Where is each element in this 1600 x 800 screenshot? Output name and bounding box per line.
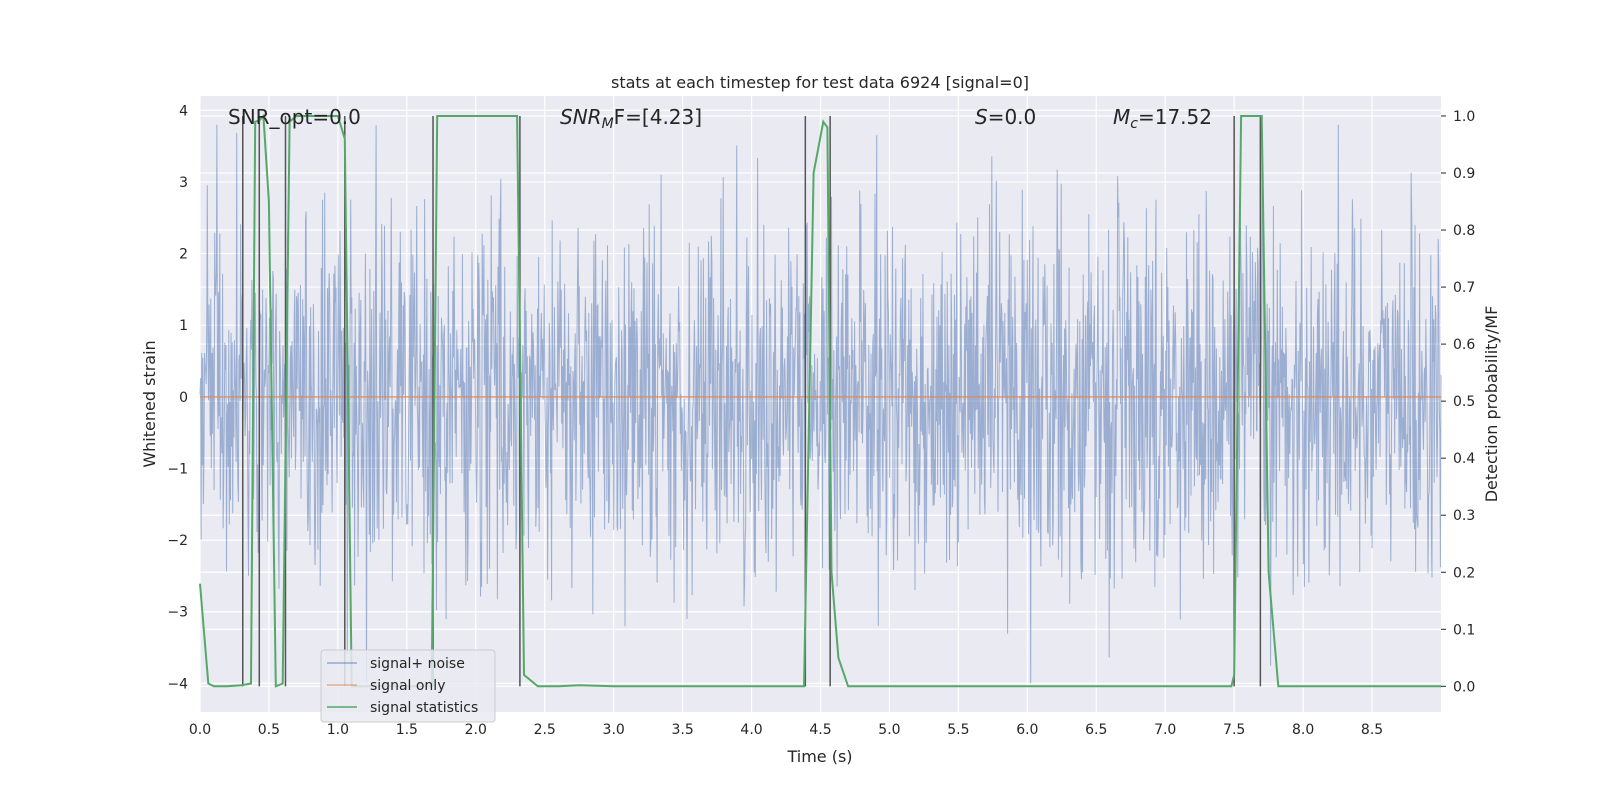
y2-tick-label-9: 0.9 — [1453, 166, 1475, 182]
annotation-snr-mf-sub: M — [602, 116, 614, 132]
y2-tick-label-5: 0.5 — [1453, 394, 1475, 410]
y2-tick-label-2: 0.2 — [1453, 565, 1475, 581]
legend-label-signal-only: signal only — [370, 678, 445, 694]
y-axis-label: Whitened strain — [140, 340, 159, 467]
y-axis-ticks: −4 −3 −2 −1 0 1 2 3 4 — [167, 103, 188, 692]
y2-tick-label-10: 1.0 — [1453, 109, 1475, 125]
legend-box — [320, 649, 496, 723]
x-tick-label-12: 6.0 — [1016, 722, 1038, 738]
annotation-mc-value: =17.52 — [1138, 105, 1212, 129]
x-tick-label-7: 3.5 — [671, 722, 693, 738]
annotation-s-value: =0.0 — [988, 105, 1037, 129]
annotation-snr-opt: SNR_opt=0.0 — [228, 105, 361, 129]
y-tick-label-6: 2 — [179, 247, 188, 263]
x-tick-label-8: 4.0 — [740, 722, 762, 738]
y2-axis-label: Detection probability/MF — [1482, 306, 1501, 503]
y-tick-label-2: −2 — [167, 533, 188, 549]
y2-axis-ticks: 0.0 0.1 0.2 0.3 0.4 0.5 0.6 0.7 0.8 0.9 1.0 — [1441, 109, 1475, 695]
y-tick-label-1: −3 — [167, 605, 188, 621]
annotation-s: S=0.0 — [975, 105, 1036, 129]
x-axis-label: Time (s) — [786, 747, 852, 766]
annotation-mc: Mc=17.52 — [1113, 105, 1212, 132]
x-tick-label-16: 8.0 — [1292, 722, 1314, 738]
x-tick-label-11: 5.5 — [947, 722, 969, 738]
x-tick-label-1: 0.5 — [258, 722, 280, 738]
annotation-mc-prefix: M — [1113, 105, 1130, 129]
y-tick-label-8: 4 — [179, 103, 188, 119]
x-tick-label-13: 6.5 — [1085, 722, 1107, 738]
chart-title: stats at each timestep for test data 692… — [611, 73, 1029, 92]
y-tick-label-7: 3 — [179, 175, 188, 191]
x-tick-label-3: 1.5 — [396, 722, 418, 738]
y-tick-label-4: 0 — [179, 390, 188, 406]
annotation-snr-mf-suffix: F=[4.23] — [614, 105, 702, 129]
y-tick-label-0: −4 — [167, 676, 188, 692]
legend-label-signal-noise: signal+ noise — [370, 656, 465, 672]
x-tick-label-0: 0.0 — [189, 722, 211, 738]
y2-tick-label-1: 0.1 — [1453, 622, 1475, 638]
x-tick-label-9: 4.5 — [809, 722, 831, 738]
annotation-snr-mf: SNRMF=[4.23] — [560, 105, 702, 132]
y-tick-label-5: 1 — [179, 318, 188, 334]
legend: signal+ noise signal only signal statist… — [320, 649, 496, 723]
annotation-mc-sub: c — [1130, 116, 1138, 132]
x-tick-label-4: 2.0 — [465, 722, 487, 738]
x-tick-label-5: 2.5 — [534, 722, 556, 738]
legend-label-signal-statistics: signal statistics — [370, 700, 478, 716]
x-tick-label-14: 7.0 — [1154, 722, 1176, 738]
y2-tick-label-0: 0.0 — [1453, 679, 1475, 695]
annotation-s-label: S — [975, 105, 988, 129]
annotation-snr-mf-prefix: SNR — [560, 105, 602, 129]
x-tick-label-2: 1.0 — [327, 722, 349, 738]
y-tick-label-3: −1 — [167, 461, 188, 477]
x-tick-label-17: 8.5 — [1361, 722, 1383, 738]
y2-tick-label-4: 0.4 — [1453, 451, 1475, 467]
x-tick-label-6: 3.0 — [603, 722, 625, 738]
x-axis-ticks: 0.0 0.5 1.0 1.5 2.0 2.5 3.0 3.5 4.0 4.5 5.0 5.5 6.0 6… — [189, 722, 1383, 738]
x-tick-label-15: 7.5 — [1223, 722, 1245, 738]
series-signal-statistics — [199, 113, 1441, 688]
y2-tick-label-6: 0.6 — [1453, 337, 1475, 353]
y2-tick-label-7: 0.7 — [1453, 280, 1475, 296]
x-tick-label-10: 5.0 — [878, 722, 900, 738]
y2-tick-label-3: 0.3 — [1453, 508, 1475, 524]
signal-statistics-line — [199, 113, 1441, 688]
y2-tick-label-8: 0.8 — [1453, 223, 1475, 239]
